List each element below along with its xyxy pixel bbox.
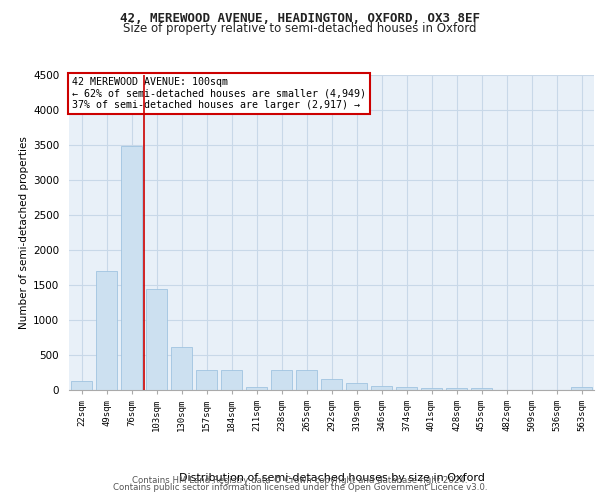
Text: 42, MEREWOOD AVENUE, HEADINGTON, OXFORD, OX3 8EF: 42, MEREWOOD AVENUE, HEADINGTON, OXFORD,…: [120, 12, 480, 25]
Bar: [96, 271, 117, 390]
Text: Size of property relative to semi-detached houses in Oxford: Size of property relative to semi-detach…: [123, 22, 477, 35]
Bar: [121, 146, 142, 390]
Text: Contains HM Land Registry data © Crown copyright and database right 2024.: Contains HM Land Registry data © Crown c…: [132, 476, 468, 485]
Bar: [471, 388, 492, 390]
Text: 42 MEREWOOD AVENUE: 100sqm
← 62% of semi-detached houses are smaller (4,949)
37%: 42 MEREWOOD AVENUE: 100sqm ← 62% of semi…: [71, 76, 365, 110]
Bar: [321, 379, 342, 390]
Text: Contains public sector information licensed under the Open Government Licence v3: Contains public sector information licen…: [113, 484, 487, 492]
Bar: [71, 381, 92, 390]
Bar: [271, 370, 292, 390]
Bar: [296, 370, 317, 390]
Bar: [196, 370, 217, 390]
X-axis label: Distribution of semi-detached houses by size in Oxford: Distribution of semi-detached houses by …: [179, 473, 484, 483]
Bar: [446, 388, 467, 390]
Bar: [421, 388, 442, 390]
Bar: [346, 383, 367, 390]
Bar: [571, 386, 592, 390]
Bar: [221, 370, 242, 390]
Bar: [396, 386, 417, 390]
Y-axis label: Number of semi-detached properties: Number of semi-detached properties: [19, 136, 29, 329]
Bar: [171, 346, 192, 390]
Bar: [371, 386, 392, 390]
Bar: [146, 289, 167, 390]
Bar: [246, 386, 267, 390]
